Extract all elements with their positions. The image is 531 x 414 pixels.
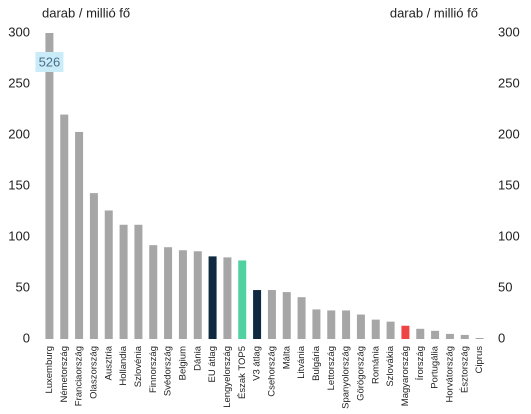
bar xyxy=(445,333,454,339)
bar xyxy=(416,328,425,339)
y-tick-label: 50 xyxy=(16,279,30,294)
bar xyxy=(253,290,262,339)
x-tick-label: Ciprus xyxy=(474,346,485,374)
x-tick-label: Észtország xyxy=(459,346,470,393)
bar xyxy=(119,224,128,339)
bar xyxy=(475,337,484,339)
bar xyxy=(208,256,217,339)
x-tick-label: Litvánia xyxy=(296,345,307,378)
x-tick-label: Horvátország xyxy=(444,346,455,403)
x-tick-label: V3 átlag xyxy=(252,346,263,381)
bar xyxy=(104,210,113,339)
x-tick-label: Csehország xyxy=(266,346,277,397)
value-label: 526 xyxy=(39,54,61,69)
x-tick-label: Magyarország xyxy=(400,346,411,406)
bar xyxy=(386,321,395,339)
x-tick-label: EU átlag xyxy=(207,346,218,382)
x-tick-label: Málta xyxy=(281,345,292,369)
y2-tick-label: 50 xyxy=(498,279,512,294)
x-tick-label: Hollandia xyxy=(118,345,129,385)
x-tick-label: Finnország xyxy=(148,346,159,393)
y2-tick-label: 200 xyxy=(498,126,520,141)
bar xyxy=(356,314,365,339)
bar xyxy=(371,319,380,339)
x-tick-label: Ausztria xyxy=(103,345,114,380)
x-tick-label: Franciaország xyxy=(74,346,85,406)
x-tick-label: Belgium xyxy=(177,346,188,380)
bar xyxy=(401,325,410,339)
x-tick-label: Írország xyxy=(415,346,426,380)
y2-tick-label: 300 xyxy=(498,24,520,39)
bar xyxy=(460,334,469,339)
y2-tick-label: 100 xyxy=(498,228,520,243)
x-tick-label: Szlovákia xyxy=(385,345,396,386)
bar xyxy=(178,250,187,339)
y-tick-label: 300 xyxy=(8,24,30,39)
bar xyxy=(164,247,173,339)
x-tick-label: Románia xyxy=(370,345,381,384)
y2-axis-label: darab / millió fő xyxy=(390,5,478,20)
x-tick-label: Olaszország xyxy=(88,346,99,399)
y-axis-label: darab / millió fő xyxy=(42,5,130,20)
bar xyxy=(267,290,276,339)
y-tick-label: 200 xyxy=(8,126,30,141)
x-tick-label: Spanyolország xyxy=(341,346,352,409)
x-tick-label: Luxemburg xyxy=(44,346,55,394)
value-label-box xyxy=(35,52,64,72)
y-tick-label: 100 xyxy=(8,228,30,243)
x-tick-label: Lettország xyxy=(326,346,337,390)
x-tick-label: Bulgária xyxy=(311,345,322,381)
x-tick-label: Portugália xyxy=(430,345,441,388)
y-tick-label: 250 xyxy=(8,75,30,90)
x-tick-label: Szlovénia xyxy=(133,345,144,387)
bar xyxy=(75,131,84,339)
bars xyxy=(45,33,484,340)
x-tick-label: Görögország xyxy=(355,346,366,401)
bar xyxy=(297,297,306,339)
bar xyxy=(342,310,351,339)
y2-tick-label: 0 xyxy=(498,330,505,345)
bar xyxy=(282,292,291,339)
bar xyxy=(327,310,336,339)
bar xyxy=(134,224,143,339)
bar xyxy=(149,245,158,339)
bar xyxy=(60,114,69,339)
bar xyxy=(193,251,202,339)
x-tick-label: Észak TOP5 xyxy=(237,346,248,399)
bar xyxy=(45,33,54,340)
x-tick-label: Németország xyxy=(59,346,70,403)
y-tick-label: 0 xyxy=(23,330,30,345)
bar xyxy=(312,309,321,339)
y-tick-label: 150 xyxy=(8,177,30,192)
x-tick-label: Svédország xyxy=(163,346,174,396)
bar xyxy=(89,193,98,339)
y2-tick-label: 250 xyxy=(498,75,520,90)
y2-tick-label: 150 xyxy=(498,177,520,192)
bar xyxy=(431,330,440,339)
x-tick-label: Lengyelország xyxy=(222,346,233,408)
x-tick-label: Dánia xyxy=(192,345,203,371)
bar xyxy=(223,257,232,339)
bar xyxy=(238,260,247,339)
